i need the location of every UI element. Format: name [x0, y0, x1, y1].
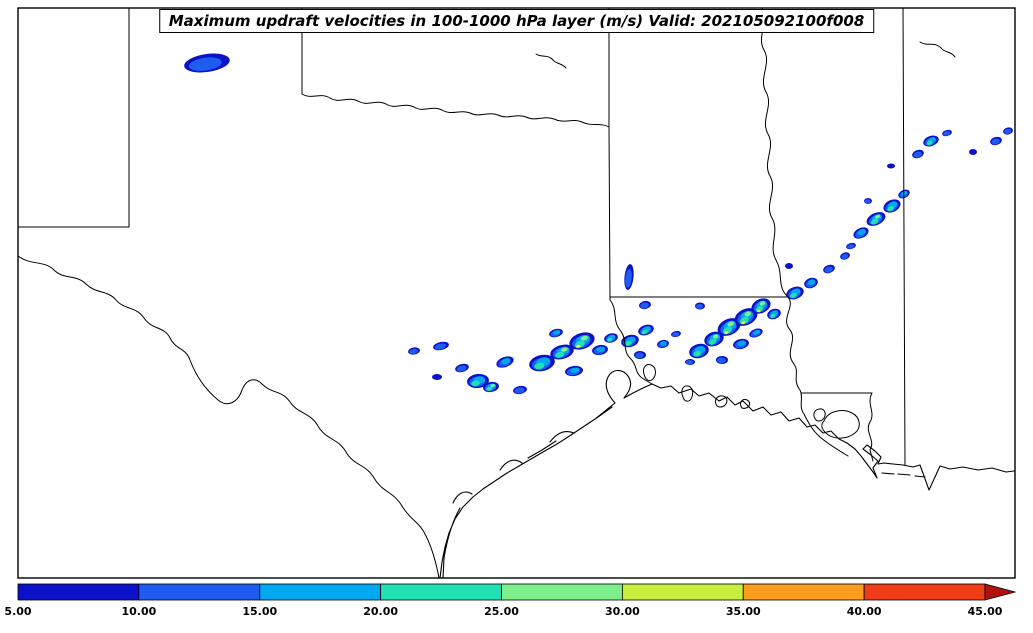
updraft-cell — [840, 252, 850, 260]
updraft-cell — [638, 324, 654, 336]
colorbar: 5.00 10.00 15.00 20.00 25.00 30.00 35.00 40.00 4… — [4, 583, 1017, 618]
updraft-cell — [716, 356, 728, 364]
updraft-cell — [912, 149, 924, 159]
lakes — [535, 41, 956, 439]
colorbar-segment — [138, 583, 261, 601]
updraft-cell — [621, 334, 639, 348]
updraft-cell — [734, 308, 758, 326]
updraft-cell — [549, 328, 563, 338]
updraft-cell — [496, 356, 514, 368]
updraft-cell — [853, 227, 869, 239]
updraft-cell — [184, 53, 230, 73]
updraft-cell — [864, 198, 872, 204]
updraft-cell — [432, 374, 442, 380]
updraft-cell — [733, 338, 749, 350]
updraft-cell — [887, 163, 895, 169]
updraft-cell — [883, 199, 901, 213]
updraft-cell — [685, 359, 695, 365]
updraft-cell — [467, 373, 489, 389]
updraft-cell — [671, 330, 681, 338]
updraft-cell — [592, 344, 608, 356]
colorbar-segment — [742, 583, 865, 601]
colorbar-tick-label: 25.00 — [484, 605, 519, 618]
updraft-cell — [408, 347, 420, 355]
colorbar-tick-label: 30.00 — [605, 605, 640, 618]
colorbar-segment — [259, 583, 382, 601]
colorbar-tick-label: 45.00 — [968, 605, 1003, 618]
colorbar-segment — [501, 583, 623, 601]
updraft-cell — [569, 332, 595, 350]
map-frame — [17, 7, 1016, 579]
updraft-cell — [942, 129, 952, 137]
updraft-cell — [767, 308, 781, 320]
colorbar-tick-label: 15.00 — [242, 605, 277, 618]
updraft-cell — [923, 135, 939, 147]
map-title-box: Maximum updraft velocities in 100-1000 h… — [158, 9, 875, 33]
updraft-cell — [483, 381, 499, 393]
updraft-cell — [433, 341, 449, 351]
updraft-cell — [785, 263, 793, 269]
updraft-cell — [639, 300, 651, 310]
colorbar-tick-label: 40.00 — [847, 605, 882, 618]
updraft-cell — [990, 136, 1002, 146]
updraft-cell — [695, 302, 705, 310]
updraft-cell — [846, 242, 856, 250]
updraft-cell — [689, 343, 709, 359]
updraft-cell — [550, 344, 574, 360]
updraft-cell — [804, 277, 818, 289]
colorbar-segment — [380, 583, 502, 601]
state-borders — [18, 8, 906, 466]
rio-grande-border — [18, 255, 440, 578]
updraft-cell — [823, 264, 835, 274]
colorbar-tick-label: 20.00 — [363, 605, 398, 618]
colorbar-segment — [17, 583, 140, 601]
coastline — [439, 369, 1015, 578]
updraft-cell — [749, 328, 763, 338]
updraft-cell — [1003, 127, 1013, 135]
colorbar-tick-label: 5.00 — [4, 605, 31, 618]
updraft-cell — [704, 331, 724, 347]
updraft-cell — [866, 212, 886, 226]
updraft-cell — [786, 286, 804, 300]
colorbar-tick-label: 35.00 — [726, 605, 761, 618]
colorbar-segment — [863, 583, 986, 601]
map-title: Maximum updraft velocities in 100-1000 h… — [168, 12, 865, 30]
updraft-cell — [529, 354, 555, 372]
updraft-cells-layer — [184, 53, 1013, 395]
updraft-cell — [751, 298, 771, 314]
updraft-cell — [624, 264, 634, 290]
colorbar-tick-label: 10.00 — [121, 605, 156, 618]
updraft-cell — [969, 149, 977, 155]
updraft-cell — [565, 365, 583, 377]
updraft-cell — [513, 385, 527, 395]
colorbar-segment — [621, 583, 744, 601]
updraft-cell — [634, 351, 646, 359]
updraft-cell — [657, 339, 669, 349]
updraft-cell — [604, 333, 618, 343]
colorbar-extend-arrow — [984, 583, 1017, 601]
updraft-cell — [717, 318, 741, 336]
map-background — [18, 8, 1015, 578]
updraft-cell — [455, 363, 469, 373]
